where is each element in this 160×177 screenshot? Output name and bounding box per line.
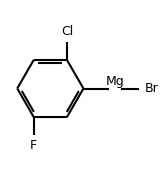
Text: Cl: Cl (61, 25, 73, 38)
Text: F: F (30, 139, 37, 152)
Text: Mg: Mg (106, 75, 124, 88)
Text: Br: Br (144, 82, 158, 95)
